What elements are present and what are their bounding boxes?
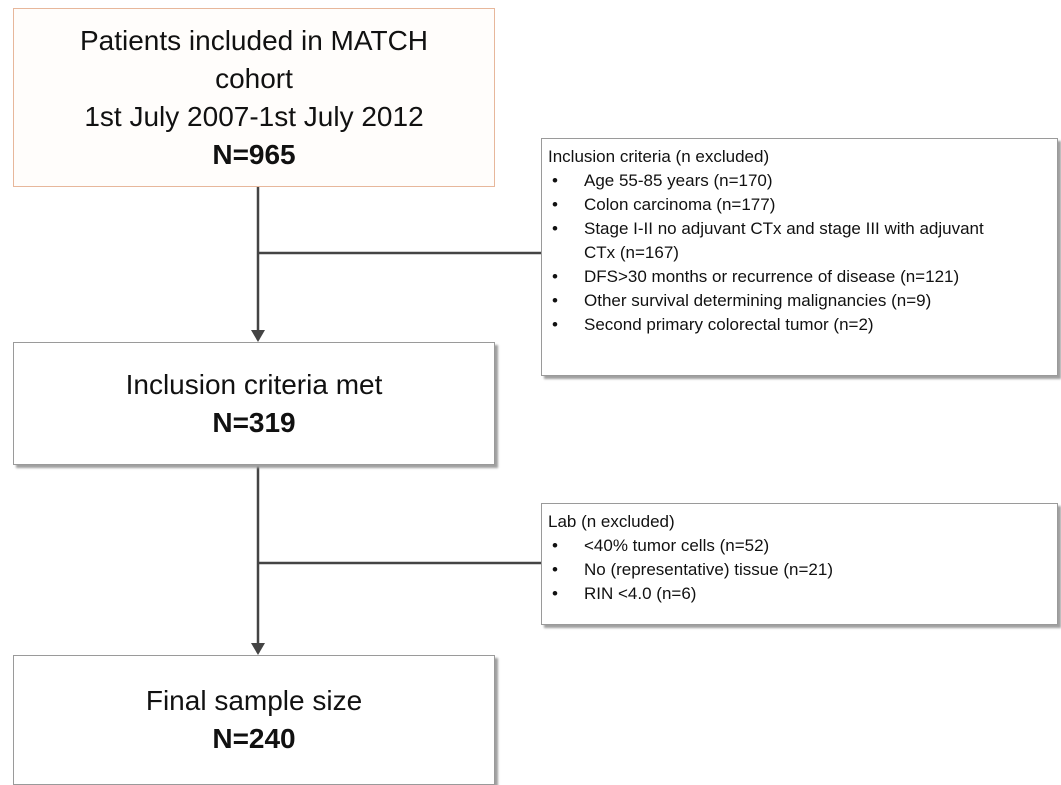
cohort-box: Patients included in MATCH cohort 1st Ju… [13,8,495,187]
exclusion-item: Other survival determining malignancies … [548,289,1049,313]
exclusion-box: Inclusion criteria (n excluded) Age 55-8… [541,138,1058,376]
exclusion-item: Stage I-II no adjuvant CTx and stage III… [548,217,1049,265]
box-count: N=240 [212,723,296,754]
box-line: 1st July 2007-1st July 2012 [84,100,424,132]
box-count: N=965 [212,138,296,170]
box-line: Inclusion criteria met [125,368,383,400]
exclusion-item: No (representative) tissue (n=21) [548,558,1049,582]
exclusion-title: Lab (n excluded) [548,512,675,531]
exclusion-title: Inclusion criteria (n excluded) [548,147,770,166]
final-box: Final sample size N=240 [13,655,495,785]
exclusion-item: DFS>30 months or recurrence of disease (… [548,265,1049,289]
box-line: Patients included in MATCH [79,24,429,56]
exclusion-item: Second primary colorectal tumor (n=2) [548,313,1049,337]
exclusion-box: Lab (n excluded) <40% tumor cells (n=52)… [541,503,1058,625]
box-count: N=319 [212,406,296,438]
box-line: Final sample size [145,685,363,716]
exclusion-list: Age 55-85 years (n=170) Colon carcinoma … [548,169,1049,337]
exclusion-item: Age 55-85 years (n=170) [548,169,1049,193]
exclusion-item: Colon carcinoma (n=177) [548,193,1049,217]
exclusion-list: <40% tumor cells (n=52) No (representati… [548,534,1049,606]
box-line: cohort [215,62,293,94]
criteria-box: Inclusion criteria met N=319 [13,342,495,465]
exclusion-item: <40% tumor cells (n=52) [548,534,1049,558]
exclusion-item: RIN <4.0 (n=6) [548,582,1049,606]
